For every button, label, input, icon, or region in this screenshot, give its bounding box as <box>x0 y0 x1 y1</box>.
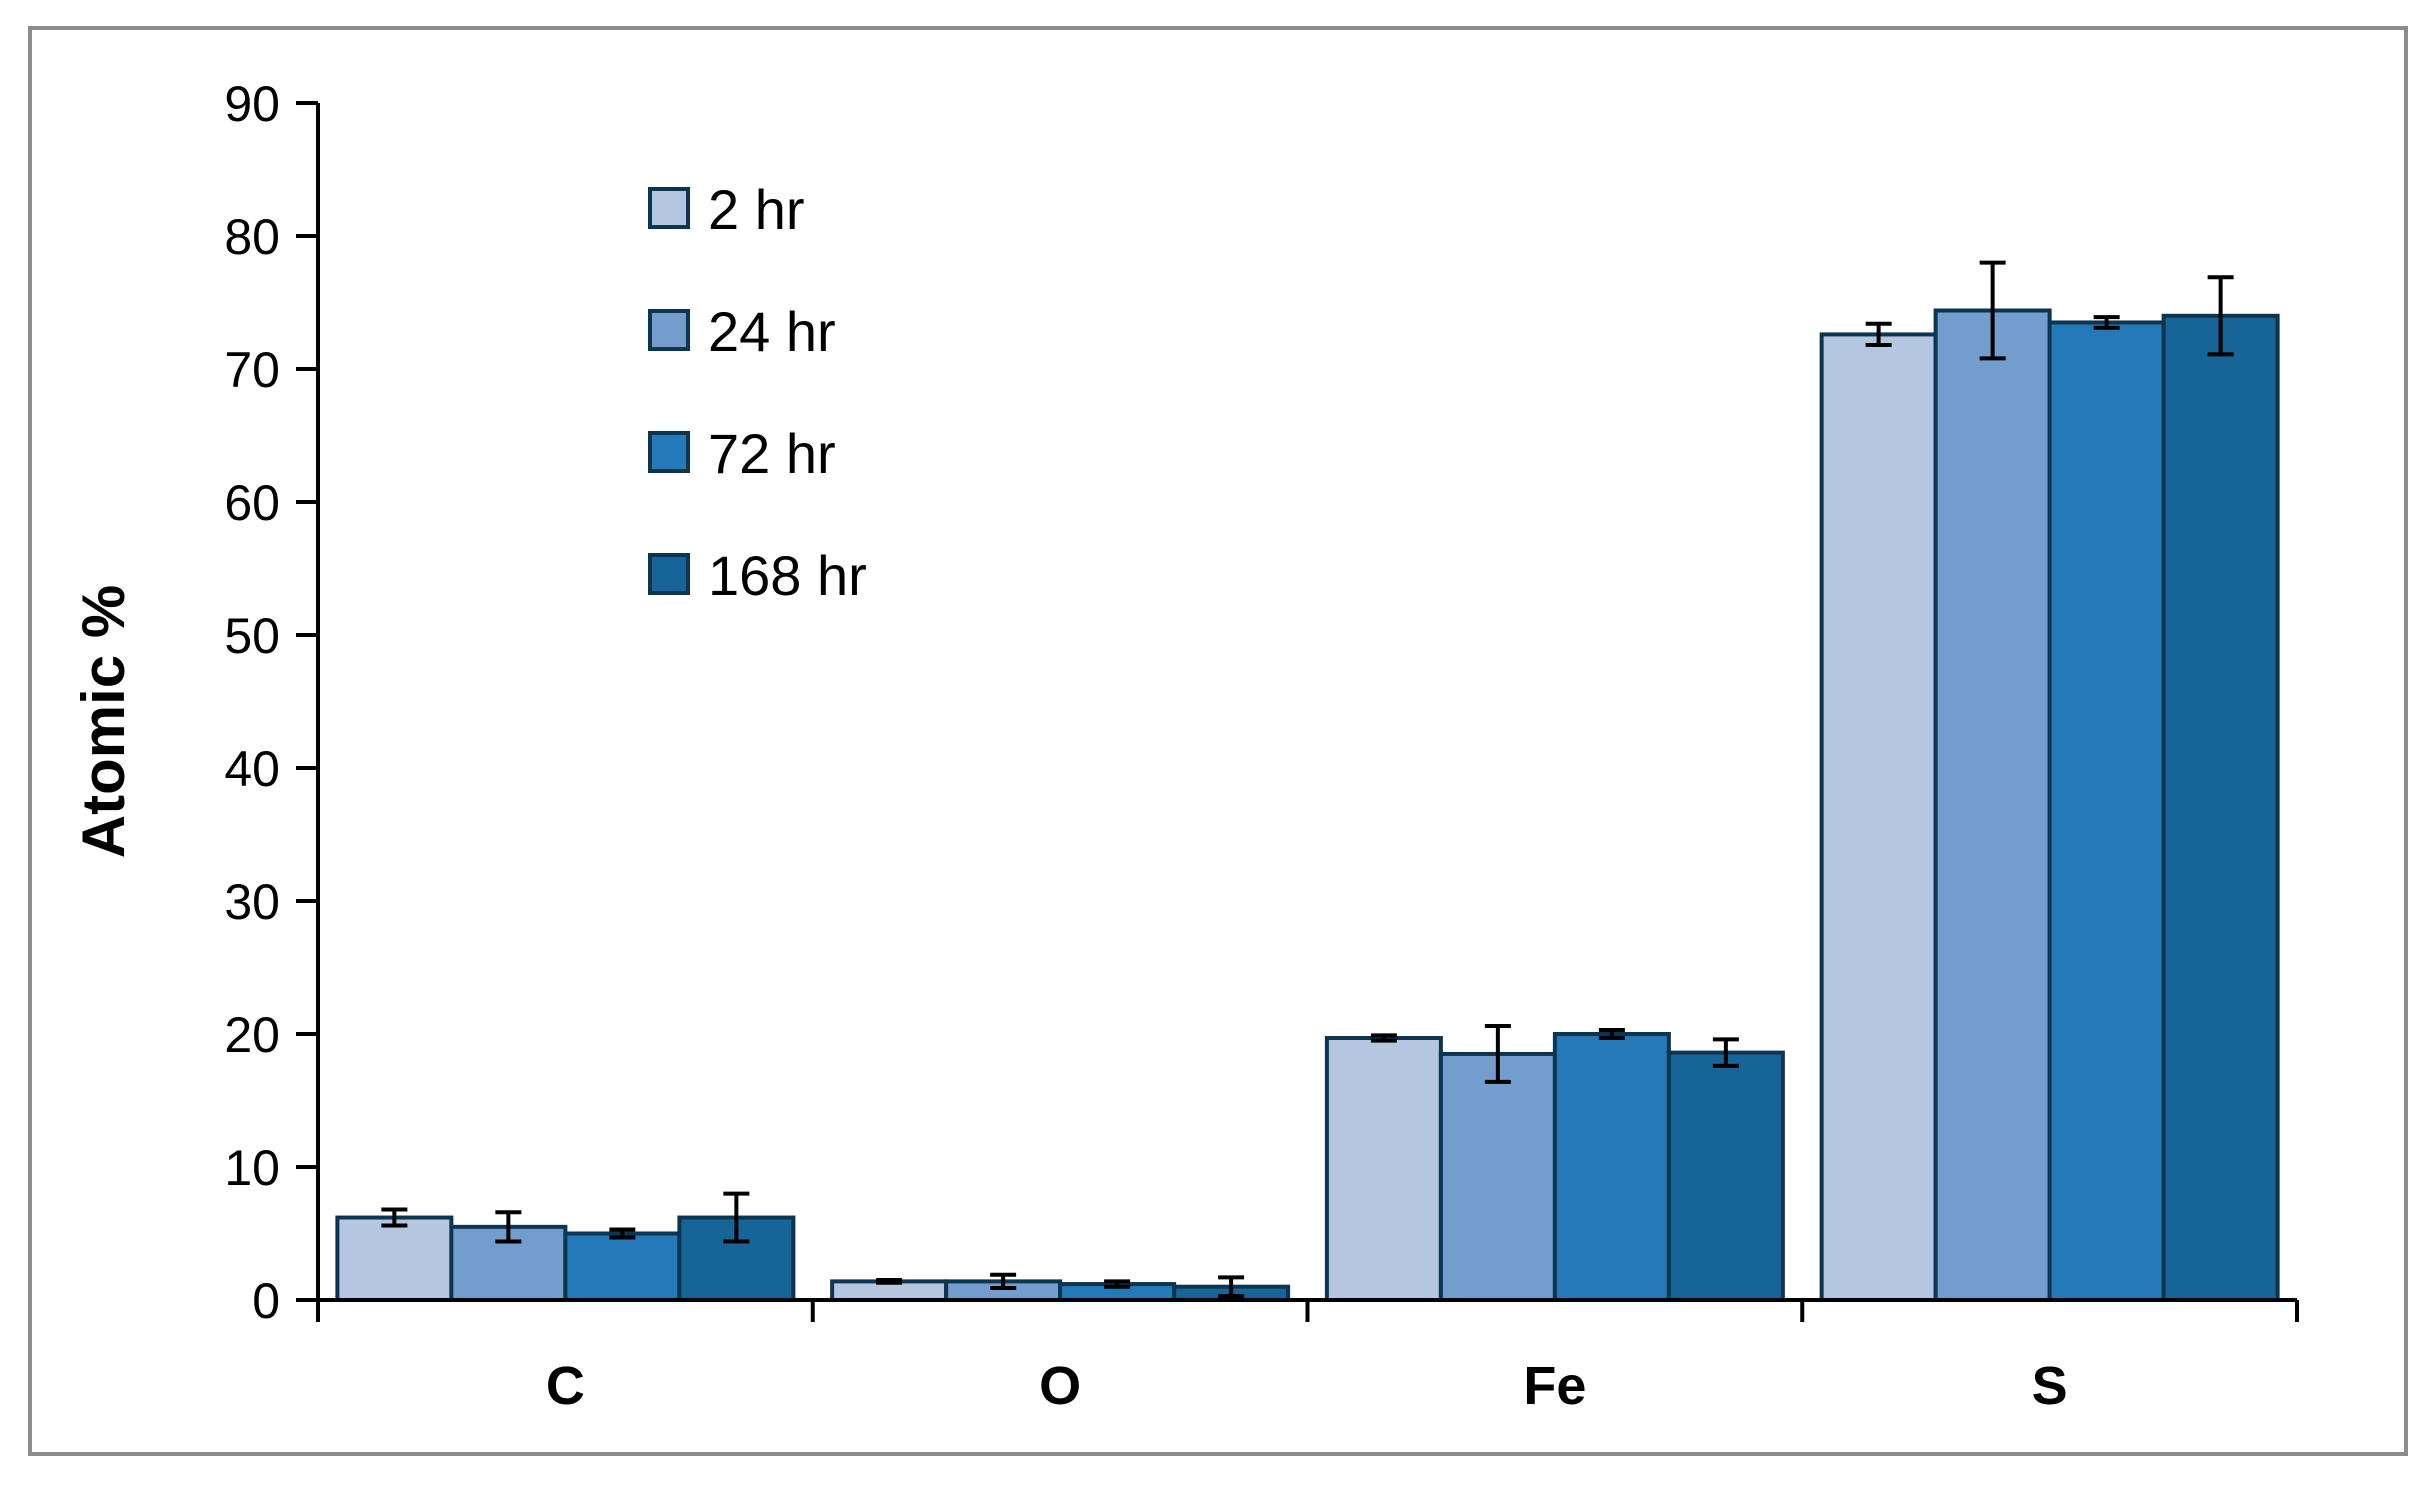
y-tick-label: 60 <box>224 475 280 531</box>
category-label: Fe <box>1523 1356 1586 1416</box>
legend-label: 72 hr <box>708 422 836 485</box>
y-tick-label: 50 <box>224 608 280 664</box>
bar <box>1933 308 2052 1303</box>
y-tick-label: 30 <box>224 874 280 930</box>
y-tick-label: 70 <box>224 342 280 398</box>
bar <box>1552 1032 1671 1302</box>
legend-label: 2 hr <box>708 178 805 241</box>
x-axis-ticks <box>316 1300 2299 1322</box>
legend-swatch <box>648 309 690 351</box>
y-tick-label: 20 <box>224 1007 280 1063</box>
legend-label: 24 hr <box>708 300 836 363</box>
y-axis-ticks: 0 10 20 30 40 50 60 70 80 90 <box>224 76 318 1329</box>
bar <box>2161 313 2280 1302</box>
y-tick-label: 40 <box>224 741 280 797</box>
category-label: C <box>546 1356 585 1416</box>
error-bars <box>381 260 2234 1299</box>
bar <box>563 1231 682 1302</box>
bar <box>1324 1035 1443 1302</box>
category-label: S <box>2032 1356 2068 1416</box>
legend-label: 168 hr <box>708 544 867 607</box>
bars <box>335 308 2280 1303</box>
bar <box>1819 332 1938 1303</box>
legend-swatch <box>648 187 690 229</box>
y-tick-label: 80 <box>224 209 280 265</box>
bar <box>335 1215 454 1303</box>
bar <box>1438 1051 1557 1303</box>
bar <box>2047 320 2166 1302</box>
y-tick-label: 90 <box>224 76 280 132</box>
y-tick-label: 10 <box>224 1140 280 1196</box>
y-tick-label: 0 <box>252 1273 280 1329</box>
legend-swatch <box>648 431 690 473</box>
category-labels: C O Fe S <box>546 1356 2068 1416</box>
legend-swatch <box>648 553 690 595</box>
y-axis-title: Atomic % <box>70 585 137 858</box>
chart-frame: 0 10 20 30 40 50 60 70 80 90 C O Fe S Atomic % 2 hr 2… <box>28 26 2408 1456</box>
bar <box>1666 1050 1785 1302</box>
legend: 2 hr 24 hr 72 hr 168 hr <box>648 178 867 607</box>
category-label: O <box>1039 1356 1081 1416</box>
